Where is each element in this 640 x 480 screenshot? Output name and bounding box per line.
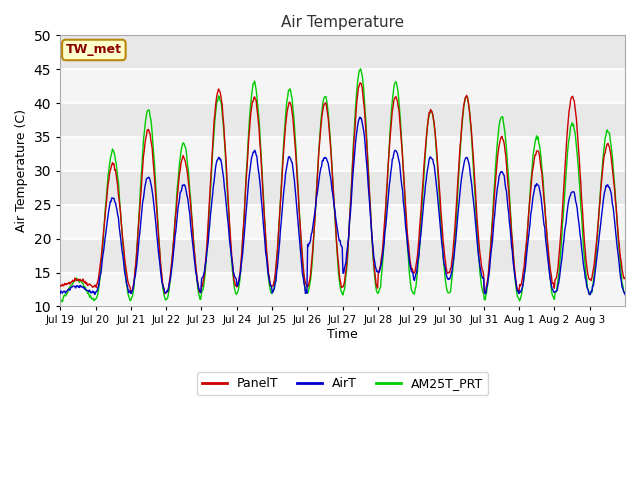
AirT — [56, 291, 64, 297]
AirT — [276, 239, 284, 245]
AM25T_PRT — [357, 66, 365, 72]
Y-axis label: Air Temperature (C): Air Temperature (C) — [15, 109, 28, 232]
Bar — [60, 69, 625, 103]
Line: AM25T_PRT: AM25T_PRT — [60, 69, 625, 302]
PanelT — [621, 275, 629, 280]
PanelT — [227, 243, 235, 249]
Text: TW_met: TW_met — [66, 44, 122, 57]
PanelT — [255, 126, 263, 132]
AirT — [433, 190, 441, 195]
Bar — [60, 205, 625, 239]
AirT — [402, 223, 410, 229]
AM25T_PRT — [59, 299, 67, 305]
Legend: PanelT, AirT, AM25T_PRT: PanelT, AirT, AM25T_PRT — [197, 372, 488, 396]
PanelT — [403, 214, 410, 219]
Title: Air Temperature: Air Temperature — [281, 15, 404, 30]
AM25T_PRT — [403, 223, 410, 228]
AM25T_PRT — [434, 171, 442, 177]
PanelT — [276, 200, 284, 206]
AirT — [586, 292, 593, 298]
AM25T_PRT — [56, 296, 64, 302]
PanelT — [434, 165, 442, 171]
AM25T_PRT — [276, 198, 284, 204]
AirT — [255, 167, 262, 172]
AM25T_PRT — [124, 285, 131, 291]
PanelT — [357, 80, 365, 86]
AM25T_PRT — [621, 290, 629, 296]
AM25T_PRT — [255, 117, 263, 122]
Bar — [60, 273, 625, 306]
AirT — [227, 244, 234, 250]
AirT — [123, 280, 131, 286]
PanelT — [161, 291, 168, 297]
X-axis label: Time: Time — [327, 327, 358, 340]
PanelT — [123, 270, 131, 276]
AirT — [356, 114, 364, 120]
Bar — [60, 137, 625, 171]
Line: PanelT: PanelT — [60, 83, 625, 294]
Line: AirT: AirT — [60, 117, 625, 295]
AirT — [621, 292, 629, 298]
PanelT — [56, 283, 64, 288]
AM25T_PRT — [227, 250, 235, 256]
